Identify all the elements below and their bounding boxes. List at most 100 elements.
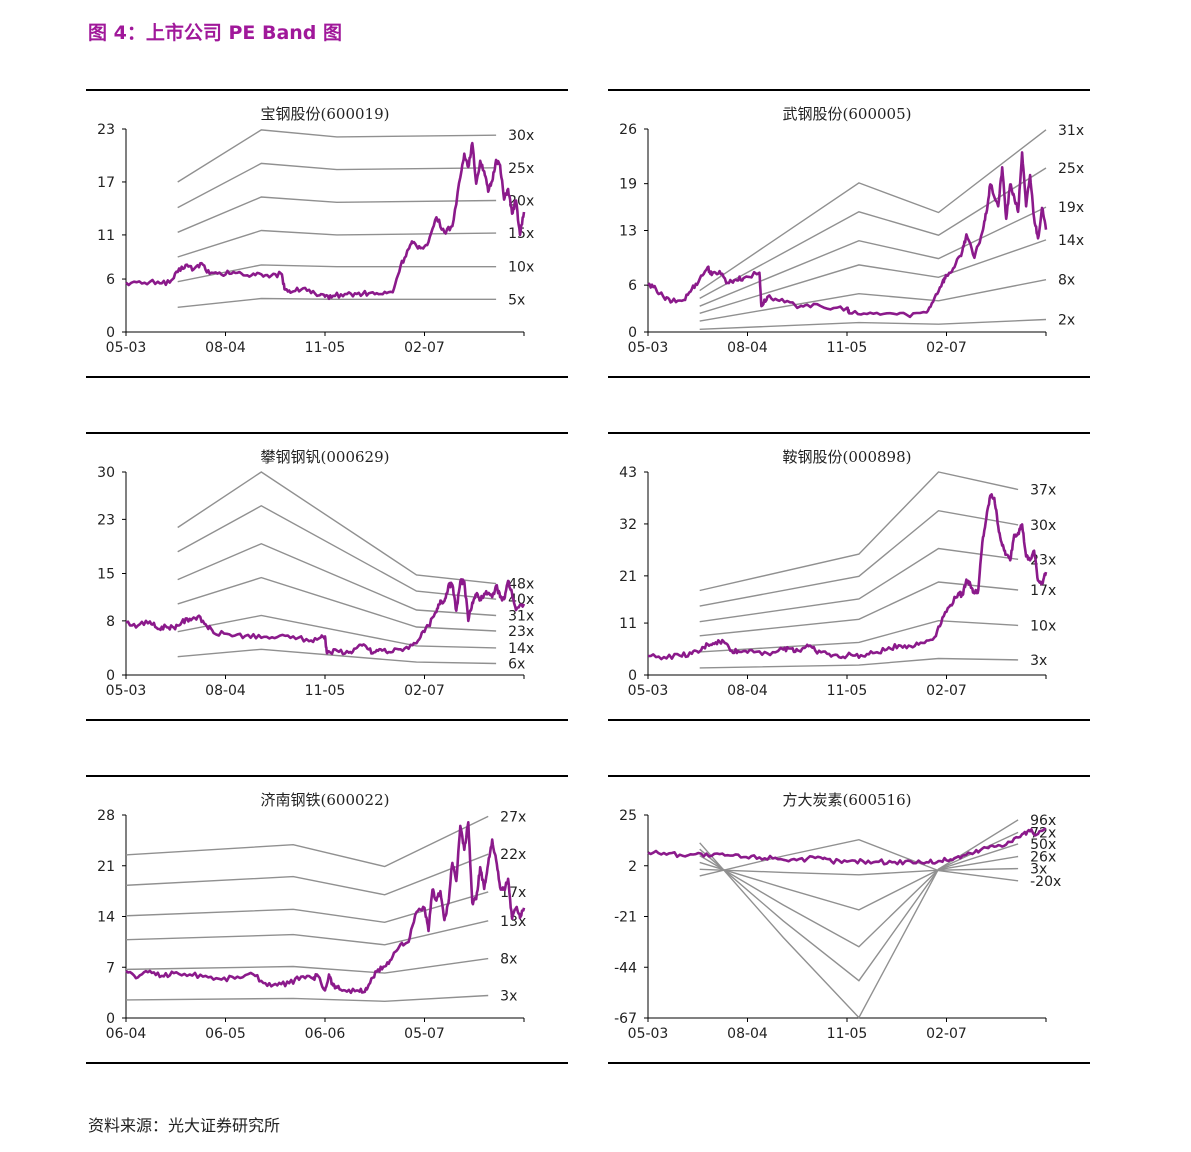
pe-band-line-3x [699, 867, 1019, 876]
source-note: 资料来源：光大证券研究所 [88, 1116, 281, 1135]
pe-band-line-37x [699, 471, 1019, 592]
pe-band-label: 50x [1030, 837, 1056, 853]
y-tick-label: 43 [619, 465, 637, 481]
y-tick-label: -44 [614, 960, 637, 976]
pe-band-label: 26x [1030, 849, 1056, 865]
y-tick-label: 8 [106, 614, 115, 630]
pe-band-label: 14x [1058, 233, 1084, 249]
figure-title: 图 4：上市公司 PE Band 图 [88, 22, 343, 44]
pe-band-line-30x [177, 129, 497, 183]
pe-band-line-14x [177, 614, 497, 649]
x-tick-label: 11-05 [305, 340, 346, 356]
x-tick-label: 02-07 [926, 683, 967, 699]
pe-band-label: -20x [1030, 874, 1061, 890]
y-tick-label: 21 [619, 569, 637, 585]
pe-band-line-13x [125, 920, 489, 946]
y-tick-label: 0 [106, 668, 115, 684]
stock-price-line [125, 141, 526, 301]
pe-band-label: 48x [508, 577, 534, 593]
y-tick-label: 26 [619, 122, 637, 138]
y-tick-label: 21 [97, 859, 115, 875]
stock-price-line [647, 492, 1048, 661]
chart-title: 鞍钢股份(000898) [783, 448, 912, 466]
y-tick-label: 14 [97, 910, 115, 926]
y-tick-label: 28 [97, 808, 115, 824]
chart-title: 攀钢钢钒(000629) [261, 448, 390, 466]
pe-band-label: 27x [500, 809, 526, 825]
pe-band-line-31x [699, 129, 1047, 292]
x-tick-label: 08-04 [205, 340, 246, 356]
pe-band-line-25x [699, 167, 1047, 300]
y-tick-label: 19 [619, 177, 637, 193]
pe-band-label: 17x [1030, 583, 1056, 599]
pe-band-label: 2x [1058, 313, 1075, 329]
x-tick-label: 08-04 [727, 683, 768, 699]
x-tick-label: 05-03 [106, 683, 147, 699]
y-tick-label: 32 [619, 517, 637, 533]
y-tick-label: 11 [97, 228, 115, 244]
pe-band-line-48x [177, 471, 497, 585]
pe-band-line-31x [177, 542, 497, 617]
pe-band-line-3x [699, 657, 1019, 669]
x-tick-label: 08-04 [727, 1026, 768, 1042]
stock-price-line [125, 820, 526, 995]
x-tick-label: 06-04 [106, 1026, 147, 1042]
pe-band-line-23x [177, 576, 497, 632]
pe-band-line-6x [177, 648, 497, 665]
x-tick-label: 05-07 [404, 1026, 445, 1042]
y-tick-label: 15 [97, 567, 115, 583]
pe-band-label: 19x [1058, 200, 1084, 216]
y-tick-label: 23 [97, 512, 115, 528]
pe-band-line-25x [177, 162, 497, 209]
pe-band-line-96x [699, 819, 1019, 1019]
x-tick-label: 11-05 [827, 683, 868, 699]
x-tick-label: 11-05 [827, 340, 868, 356]
pe-band-label: 8x [1058, 273, 1075, 289]
pe-band-line-72x [699, 831, 1019, 982]
pe-band-line-20x [177, 196, 497, 233]
pe-band-line-30x [699, 509, 1019, 607]
pe-band-line-2x [699, 318, 1047, 330]
pe-band-label: 30x [508, 128, 534, 144]
y-tick-label: 0 [106, 1011, 115, 1027]
pe-band-chart-baosteel: 宝钢股份(600019) 23 17 11 6 005-03 08-04 11-05 02-07… [86, 89, 568, 378]
y-tick-label: 6 [628, 278, 637, 294]
y-tick-label: 6 [106, 272, 115, 288]
pe-band-label: 8x [500, 952, 517, 968]
x-tick-label: 02-07 [404, 683, 445, 699]
pe-band-label: 5x [508, 292, 525, 308]
pe-band-line-5x [177, 297, 497, 308]
stock-price-line [647, 151, 1048, 319]
pe-band-line-15x [177, 229, 497, 258]
y-tick-label: 30 [97, 465, 115, 481]
x-tick-label: 06-05 [205, 1026, 246, 1042]
y-tick-label: 2 [628, 859, 637, 875]
y-tick-label: 7 [106, 960, 115, 976]
pe-band-label: 31x [1058, 123, 1084, 139]
stock-price-line [125, 578, 526, 656]
pe-band-chart-angang: 鞍钢股份(000898) 43 32 21 11 005-03 08-04 11-05 02-0… [608, 432, 1090, 721]
pe-band-label: 25x [508, 161, 534, 177]
pe-band-label: 17x [500, 885, 526, 901]
chart-title: 方大炭素(600516) [783, 791, 912, 809]
pe-band-line--20x [699, 838, 1019, 882]
x-tick-label: 02-07 [404, 340, 445, 356]
pe-band-line-22x [125, 853, 489, 896]
x-tick-label: 08-04 [727, 340, 768, 356]
x-tick-label: 02-07 [926, 340, 967, 356]
pe-band-label: 96x [1030, 813, 1056, 829]
pe-band-chart-jinan-steel: 济南钢铁(600022) 28 21 14 7 006-04 06-05 06-06 05-07… [86, 775, 568, 1064]
x-tick-label: 05-03 [106, 340, 147, 356]
x-tick-label: 02-07 [926, 1026, 967, 1042]
pe-band-label: 23x [508, 624, 534, 640]
pe-band-label: 37x [1030, 482, 1056, 498]
pe-band-line-27x [125, 815, 489, 868]
y-tick-label: 17 [97, 175, 115, 191]
y-tick-label: 23 [97, 122, 115, 138]
pe-band-chart-wisco: 武钢股份(600005) 26 19 13 6 005-03 08-04 11-05 02-07… [608, 89, 1090, 378]
x-tick-label: 05-03 [628, 340, 669, 356]
y-tick-label: 0 [628, 668, 637, 684]
pe-band-label: 30x [1030, 518, 1056, 534]
pe-band-label: 3x [1030, 653, 1047, 669]
pe-band-line-14x [699, 239, 1047, 314]
